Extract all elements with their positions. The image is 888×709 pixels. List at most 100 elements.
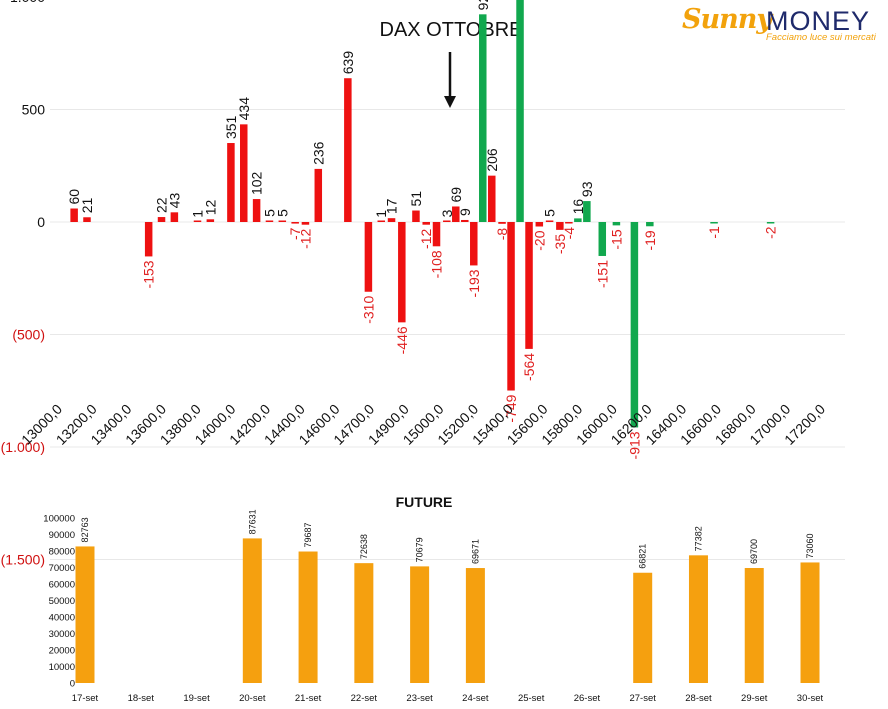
- bar: [525, 222, 533, 349]
- future-bar: [633, 572, 653, 683]
- bar-data-label: -153: [141, 260, 157, 288]
- bar-data-label: 236: [310, 141, 326, 165]
- bar: [612, 222, 621, 226]
- bar: [170, 212, 179, 222]
- bar: [291, 222, 299, 224]
- bar: [422, 222, 430, 225]
- bar-data-label: 3: [439, 209, 455, 217]
- bar-data-label: 1: [190, 210, 206, 218]
- bar-data-label: -2: [763, 226, 779, 239]
- bar-data-label: 5: [542, 209, 558, 217]
- bar-data-label: 5: [274, 209, 290, 217]
- bar: [314, 168, 323, 222]
- future-y-tick-label: 70000: [49, 563, 75, 574]
- bar-data-label: 43: [166, 193, 182, 209]
- y-tick-label: (500): [12, 327, 45, 343]
- bar: [412, 210, 420, 222]
- bar-data-label: -749: [503, 394, 519, 422]
- future-y-tick-label: 40000: [49, 613, 75, 624]
- bar-data-label: 9: [457, 208, 473, 216]
- future-x-tick-label: 19-set: [183, 693, 210, 704]
- bar: [507, 222, 515, 391]
- bar-data-label: -19: [642, 230, 658, 250]
- bar-data-label: 206: [484, 148, 500, 172]
- bar-data-label: -151: [594, 260, 610, 288]
- bar-data-label: -310: [360, 296, 376, 324]
- bars: [70, 0, 775, 428]
- bar-data-label: 51: [408, 191, 424, 207]
- bar: [452, 206, 460, 222]
- bar: [766, 222, 775, 224]
- y-tick-label: (1.000): [1, 439, 45, 455]
- future-data-labels: 82763 87631 79687 72638 70679 69671 66821 77382…: [80, 509, 815, 568]
- future-chart-title: FUTURE: [396, 494, 453, 510]
- bar-data-label: -12: [418, 228, 434, 248]
- future-x-tick-label: 21-set: [295, 693, 322, 704]
- future-x-tick-label: 20-set: [239, 693, 266, 704]
- logo-money: MONEY: [766, 6, 871, 36]
- x-axis-ticks: 13000,013200,013400,013600,013800,014000…: [18, 401, 828, 448]
- future-y-tick-label: 80000: [49, 547, 75, 558]
- future-y-tick-label: 20000: [49, 646, 75, 657]
- bar-data-label: -15: [608, 229, 624, 249]
- bar: [443, 220, 451, 222]
- bar-data-label: 351: [223, 115, 239, 139]
- future-data-label: 87631: [247, 509, 257, 534]
- bar-data-label: -564: [521, 353, 537, 381]
- future-bar: [410, 566, 430, 683]
- future-data-label: 69671: [470, 539, 480, 564]
- bar: [206, 219, 215, 222]
- future-data-label: 70679: [415, 537, 425, 562]
- bar-data-label: -12: [297, 228, 313, 248]
- bar: [710, 222, 718, 224]
- future-x-tick-label: 18-set: [128, 693, 155, 704]
- chart-title: DAX OTTOBRE: [380, 19, 523, 41]
- y-tick-label: 1.000: [10, 0, 45, 5]
- bar-data-label: -20: [531, 230, 547, 250]
- future-data-label: 69700: [749, 539, 759, 564]
- bar: [574, 218, 582, 222]
- future-y-tick-label: 100000: [43, 514, 75, 525]
- future-y-tick-label: 0: [70, 679, 75, 690]
- future-bars: [75, 538, 820, 683]
- annotation-arrow-down: [444, 52, 456, 108]
- future-x-tick-label: 30-set: [797, 693, 824, 704]
- future-data-label: 66821: [638, 544, 648, 569]
- bar-data-label: 93: [579, 181, 595, 197]
- bar-data-label: -193: [466, 269, 482, 297]
- future-x-tick-label: 23-set: [406, 693, 433, 704]
- bar-data-label: 69: [448, 187, 464, 203]
- future-y-axis-ticks: 0 10000 20000 30000 40000 50000 60000 70000 8000…: [43, 514, 75, 690]
- sunny-money-logo: Sunny MONEY Facciamo luce sui mercati: [680, 4, 880, 44]
- bar: [398, 222, 406, 323]
- bar: [646, 222, 654, 227]
- bar: [630, 222, 639, 428]
- future-bar: [744, 567, 764, 683]
- bar: [278, 220, 287, 222]
- y-tick-label: 0: [37, 214, 45, 230]
- bar: [556, 222, 564, 230]
- future-bar: [354, 563, 374, 683]
- bar-data-label: 639: [340, 51, 356, 75]
- bar: [565, 222, 573, 224]
- bar-data-label: 22: [154, 197, 170, 213]
- bar: [432, 222, 441, 247]
- future-x-tick-label: 24-set: [462, 693, 489, 704]
- bar: [498, 222, 506, 224]
- y-tick-label: (1.500): [1, 552, 45, 568]
- future-volume-chart: FUTURE 0 10000 20000 30000 40000 50000 60000 70…: [43, 494, 823, 704]
- bar: [598, 222, 607, 256]
- bar: [583, 201, 591, 222]
- future-y-tick-label: 50000: [49, 596, 75, 607]
- future-y-tick-label: 30000: [49, 629, 75, 640]
- bar-data-label: 12: [202, 200, 218, 216]
- bar: [240, 124, 248, 222]
- future-bar: [242, 538, 262, 683]
- bar-data-label: 21: [79, 197, 95, 213]
- future-x-tick-label: 27-set: [629, 693, 656, 704]
- bar-data-label: 923: [475, 0, 491, 10]
- bar: [535, 222, 544, 227]
- bar-data-label: -4: [561, 227, 577, 240]
